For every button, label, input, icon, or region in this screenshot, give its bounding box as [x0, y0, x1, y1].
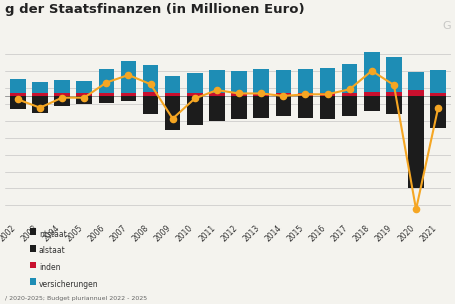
Bar: [363, 96, 379, 111]
Point: [434, 105, 441, 110]
Text: G: G: [442, 21, 450, 31]
Point: [257, 91, 264, 96]
Bar: [76, 81, 92, 93]
Point: [191, 96, 198, 101]
Point: [14, 97, 21, 102]
Bar: [121, 61, 136, 93]
Point: [102, 80, 110, 85]
Bar: [32, 96, 48, 113]
Bar: [142, 92, 158, 96]
Text: g der Staatsfinanzen (in Millionen Euro): g der Staatsfinanzen (in Millionen Euro): [5, 3, 303, 16]
Text: / 2020-2025; Budget pluriannuel 2022 - 2025: / 2020-2025; Budget pluriannuel 2022 - 2…: [5, 296, 147, 301]
Point: [301, 92, 308, 97]
Bar: [430, 70, 445, 93]
Point: [367, 68, 374, 73]
Bar: [142, 65, 158, 92]
Bar: [32, 82, 48, 93]
Bar: [341, 93, 357, 96]
Bar: [165, 96, 180, 130]
Point: [389, 83, 397, 88]
Bar: [231, 96, 246, 119]
Bar: [297, 69, 313, 93]
Bar: [319, 96, 334, 119]
Bar: [142, 96, 158, 114]
Bar: [297, 93, 313, 96]
Point: [411, 207, 419, 212]
Bar: [275, 93, 290, 96]
Bar: [430, 96, 445, 128]
Point: [235, 91, 242, 96]
Bar: [209, 93, 224, 96]
Point: [345, 87, 353, 92]
Bar: [231, 71, 246, 93]
Bar: [253, 69, 268, 93]
Text: inden: inden: [39, 263, 60, 272]
Bar: [341, 96, 357, 116]
Bar: [10, 79, 25, 93]
Bar: [54, 80, 70, 93]
Bar: [121, 93, 136, 96]
Bar: [32, 93, 48, 96]
Bar: [297, 96, 313, 118]
Bar: [187, 73, 202, 93]
Bar: [407, 72, 423, 90]
Bar: [165, 76, 180, 93]
Point: [323, 92, 330, 97]
Bar: [187, 96, 202, 125]
Bar: [253, 96, 268, 118]
Point: [58, 95, 66, 100]
Bar: [319, 93, 334, 96]
Point: [279, 94, 286, 98]
Bar: [319, 68, 334, 93]
Bar: [54, 96, 70, 106]
Bar: [165, 93, 180, 96]
Point: [169, 116, 176, 121]
Text: ntstaat: ntstaat: [39, 230, 66, 239]
Point: [36, 105, 44, 110]
Bar: [76, 93, 92, 96]
Bar: [430, 93, 445, 96]
Text: versicherungen: versicherungen: [39, 280, 98, 289]
Point: [213, 88, 220, 92]
Bar: [121, 96, 136, 101]
Bar: [98, 96, 114, 103]
Bar: [98, 69, 114, 93]
Bar: [253, 93, 268, 96]
Bar: [363, 52, 379, 92]
Text: alstaat: alstaat: [39, 246, 66, 255]
Bar: [54, 93, 70, 96]
Bar: [187, 93, 202, 96]
Bar: [231, 93, 246, 96]
Bar: [385, 57, 401, 92]
Bar: [341, 64, 357, 93]
Bar: [407, 90, 423, 96]
Bar: [275, 96, 290, 116]
Bar: [76, 96, 92, 104]
Bar: [209, 96, 224, 121]
Point: [125, 73, 132, 78]
Bar: [275, 70, 290, 93]
Bar: [209, 70, 224, 93]
Point: [81, 95, 88, 100]
Bar: [98, 93, 114, 96]
Bar: [363, 92, 379, 96]
Point: [147, 82, 154, 87]
Bar: [385, 92, 401, 96]
Bar: [385, 96, 401, 114]
Bar: [407, 96, 423, 188]
Bar: [10, 93, 25, 96]
Bar: [10, 96, 25, 109]
